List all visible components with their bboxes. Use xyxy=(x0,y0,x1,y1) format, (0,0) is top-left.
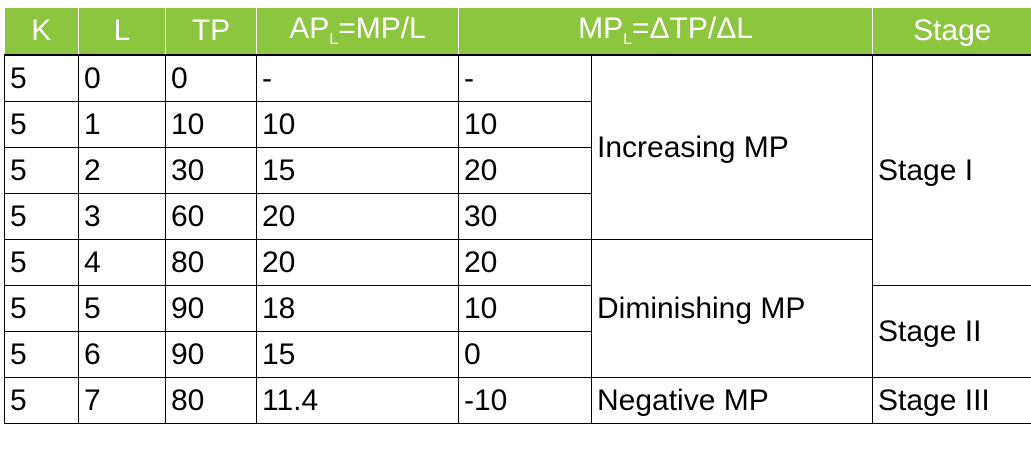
mp-phase-diminishing: Diminishing MP xyxy=(590,239,874,378)
production-table: K L TP APL=MP/L MPL=ΔTP/ΔL Stage 5 0 0 -… xyxy=(4,8,1031,424)
cell-k: 5 xyxy=(4,54,79,102)
cell-k: 5 xyxy=(4,239,79,286)
cell-mp: -10 xyxy=(458,377,592,424)
cell-ap: 11.4 xyxy=(256,377,459,424)
cell-l: 2 xyxy=(78,147,166,194)
cell-l: 0 xyxy=(78,54,166,102)
header-ap-rest: =MP/L xyxy=(338,12,426,45)
header-k: K xyxy=(4,8,79,56)
table-row: 5 1 10 10 10 xyxy=(4,101,1031,148)
cell-tp: 0 xyxy=(165,54,257,102)
cell-mp: 20 xyxy=(458,239,592,286)
header-ap: APL=MP/L xyxy=(256,8,459,56)
cell-l: 1 xyxy=(78,101,166,148)
stage-one: Stage I xyxy=(872,54,1031,286)
cell-mp: 0 xyxy=(458,331,592,378)
header-mp-sub: L xyxy=(623,31,632,48)
header-ap-main: AP xyxy=(289,12,330,45)
header-tp: TP xyxy=(165,8,257,56)
cell-k: 5 xyxy=(4,285,79,332)
header-stage: Stage xyxy=(872,8,1031,56)
cell-k: 5 xyxy=(4,193,79,240)
cell-mp: 10 xyxy=(458,285,592,332)
table-row: 5 0 0 - - Increasing MP Stage I xyxy=(4,54,1031,286)
cell-tp: 60 xyxy=(165,193,257,240)
header-ap-sub: L xyxy=(329,31,339,48)
header-mp-main: MP xyxy=(578,12,624,45)
mp-phase-increasing: Increasing MP xyxy=(590,54,874,240)
cell-ap: 15 xyxy=(256,331,459,378)
table-row: 5 4 80 20 20 Diminishing MP xyxy=(4,239,1031,378)
cell-k: 5 xyxy=(4,101,79,148)
cell-l: 7 xyxy=(78,377,166,424)
header-mp-rest: =ΔTP/ΔL xyxy=(631,12,753,45)
cell-tp: 30 xyxy=(165,147,257,194)
cell-tp: 80 xyxy=(165,377,257,424)
cell-mp: 30 xyxy=(458,193,592,240)
cell-tp: 80 xyxy=(165,239,257,286)
cell-ap: 18 xyxy=(256,285,459,332)
table-row: 5 7 80 11.4 -10 Negative MP Stage III xyxy=(4,377,1031,424)
cell-mp: - xyxy=(458,54,592,102)
header-mp: MPL=ΔTP/ΔL xyxy=(458,8,874,56)
cell-ap: 20 xyxy=(256,193,459,240)
cell-tp: 10 xyxy=(165,101,257,148)
cell-mp: 10 xyxy=(458,101,592,148)
mp-phase-negative: Negative MP xyxy=(590,377,874,424)
table-row: 5 3 60 20 30 xyxy=(4,193,1031,240)
cell-k: 5 xyxy=(4,377,79,424)
cell-tp: 90 xyxy=(165,285,257,332)
cell-l: 5 xyxy=(78,285,166,332)
cell-ap: 10 xyxy=(256,101,459,148)
header-row: K L TP APL=MP/L MPL=ΔTP/ΔL Stage xyxy=(4,8,1031,56)
stage-two: Stage II xyxy=(872,285,1031,378)
table-row: 5 5 90 18 10 Stage II xyxy=(4,285,1031,378)
stage-three: Stage III xyxy=(872,377,1031,424)
cell-l: 4 xyxy=(78,239,166,286)
header-l: L xyxy=(78,8,166,56)
cell-l: 6 xyxy=(78,331,166,378)
cell-ap: 20 xyxy=(256,239,459,286)
cell-ap: 15 xyxy=(256,147,459,194)
cell-l: 3 xyxy=(78,193,166,240)
table-row: 5 2 30 15 20 xyxy=(4,147,1031,194)
cell-k: 5 xyxy=(4,147,79,194)
cell-k: 5 xyxy=(4,331,79,378)
cell-ap: - xyxy=(256,54,459,102)
cell-tp: 90 xyxy=(165,331,257,378)
cell-mp: 20 xyxy=(458,147,592,194)
